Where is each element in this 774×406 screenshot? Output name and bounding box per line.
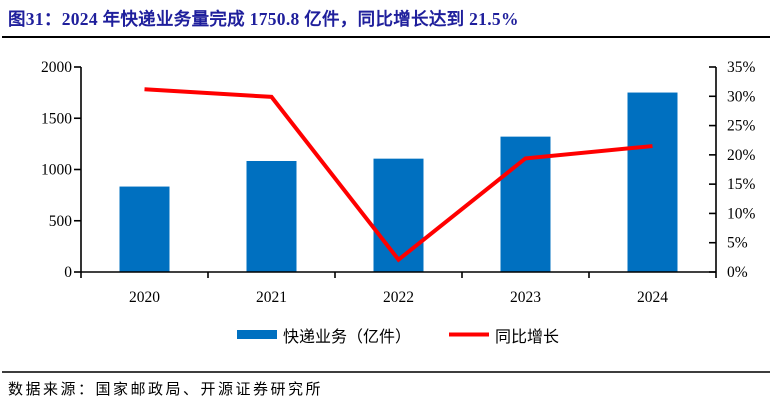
chart-title: 图31：2024 年快递业务量完成 1750.8 亿件，同比增长达到 21.5% [8,9,519,29]
legend-bar-label: 快递业务（亿件） [283,328,411,346]
bar-2024 [627,92,678,272]
x-axis-label-2024: 2024 [637,289,668,306]
legend-bar-swatch [237,330,277,339]
bar-2021 [246,160,297,272]
left-axis-label: 1500 [41,110,72,127]
right-axis-label: 15% [727,176,756,193]
left-axis-label: 500 [49,213,73,230]
right-axis-label: 35% [727,59,756,76]
left-axis-label: 2000 [41,59,72,76]
right-axis-label: 25% [727,118,756,135]
x-axis-label-2023: 2023 [510,289,541,306]
bar-2020 [119,186,170,272]
x-axis-label-2020: 2020 [129,289,160,306]
legend-line-label: 同比增长 [495,328,559,346]
left-axis-label: 1000 [41,162,72,179]
x-axis-label-2021: 2021 [256,289,287,306]
right-axis-label: 0% [727,264,748,281]
title-underline [2,36,770,38]
chart-canvas: 0 500 1000 1500 2000 0% 5% 10% 15% 20% 25% 30% 35% 20… [41,59,756,346]
footer-divider [2,371,770,373]
right-axis-label: 5% [727,235,748,252]
left-axis-label: 0 [64,264,72,281]
data-source-note: 数据来源：国家邮政局、开源证券研究所 [8,382,324,398]
right-axis-label: 30% [727,88,756,105]
right-axis-label: 20% [727,147,756,164]
x-axis-label-2022: 2022 [383,289,414,306]
right-axis-label: 10% [727,205,756,222]
growth-line [144,87,653,263]
bar-2022 [373,158,424,272]
